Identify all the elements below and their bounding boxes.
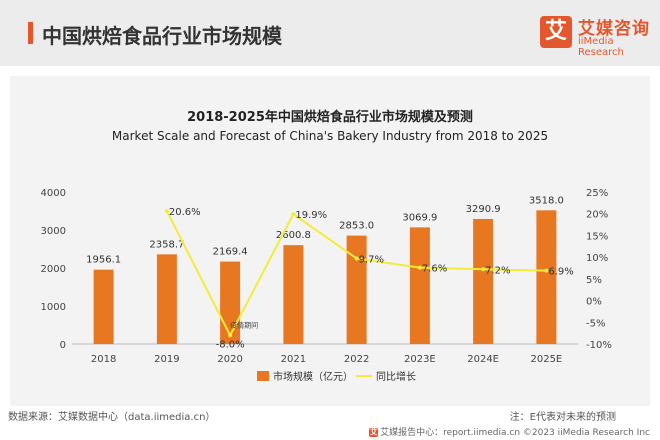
iimedia-logo-icon: 艾 — [540, 16, 572, 48]
bar — [283, 245, 304, 344]
bar-value-label: 3069.9 — [402, 212, 437, 223]
legend-swatch-bar — [257, 371, 269, 381]
x-tick-label: 2018 — [91, 354, 116, 365]
report-credit-text: 艾媒报告中心：report.iimedia.cn ©2023 iiMedia R… — [380, 428, 650, 438]
chart-annotation: 疫情期间 — [230, 320, 258, 329]
growth-point — [544, 268, 549, 273]
x-tick-label: 2024E — [467, 354, 499, 365]
growth-point — [164, 209, 169, 214]
growth-point — [291, 212, 296, 217]
bar — [346, 235, 367, 344]
growth-value-label: 7.2% — [485, 265, 510, 276]
bar-value-label: 3518.0 — [529, 195, 564, 206]
growth-value-label: 19.9% — [295, 210, 327, 221]
y2-tick-label: 20% — [586, 210, 608, 221]
y-tick-label: 2000 — [41, 264, 66, 275]
chart-subtitle: Market Scale and Forecast of China's Bak… — [111, 129, 549, 143]
y-tick-label: 0 — [60, 340, 66, 351]
iimedia-mini-logo-icon: 艾 — [369, 428, 379, 437]
bar — [536, 210, 557, 344]
logo-name-cn: 艾媒咨询 — [578, 19, 650, 39]
bar-value-label: 2169.4 — [213, 247, 248, 258]
growth-value-label: 6.9% — [548, 267, 573, 278]
title-accent-bar — [28, 22, 33, 44]
bar-value-label: 2853.0 — [339, 221, 374, 232]
bar-value-label: 2358.7 — [149, 239, 184, 250]
x-tick-label: 2025E — [530, 354, 562, 365]
x-tick-label: 2019 — [154, 354, 179, 365]
x-tick-label: 2020 — [217, 354, 242, 365]
legend-label-bar: 市场规模（亿元） — [273, 370, 353, 383]
bar — [156, 254, 177, 344]
bar — [409, 227, 430, 344]
bar — [473, 218, 494, 344]
y-tick-label: 4000 — [41, 188, 66, 199]
growth-value-label: 9.7% — [359, 254, 384, 265]
bar-value-label: 2600.8 — [276, 230, 311, 241]
x-tick-label: 2023E — [404, 354, 436, 365]
forecast-note: 注：E代表对未来的预测 — [509, 412, 616, 423]
growth-point — [354, 256, 359, 261]
growth-point — [228, 333, 233, 338]
growth-point — [417, 265, 422, 270]
logo-name-en: iiMedia Research — [578, 36, 624, 58]
y2-tick-label: 10% — [586, 253, 608, 264]
growth-point — [481, 267, 486, 272]
chart-title: 2018-2025年中国烘焙食品行业市场规模及预测 — [187, 110, 473, 125]
growth-value-label: 7.6% — [422, 264, 447, 275]
y2-tick-label: -10% — [586, 340, 612, 351]
y2-tick-label: 25% — [586, 188, 608, 199]
y2-tick-label: 15% — [586, 231, 608, 242]
legend-label-line: 同比增长 — [376, 370, 416, 383]
report-credit: 艾艾媒报告中心：report.iimedia.cn ©2023 iiMedia … — [369, 425, 650, 438]
bar-value-label: 1956.1 — [86, 255, 121, 266]
y2-tick-label: -5% — [586, 318, 605, 329]
bar-value-label: 3290.9 — [466, 204, 501, 215]
y2-tick-label: 0% — [586, 297, 602, 308]
x-tick-label: 2021 — [281, 354, 306, 365]
data-source: 数据来源：艾媒数据中心（data.iimedia.cn） — [8, 412, 216, 423]
y-tick-label: 3000 — [41, 226, 66, 237]
page-title: 中国烘焙食品行业市场规模 — [42, 24, 282, 48]
header-bar: 中国烘焙食品行业市场规模 艾 艾媒咨询 iiMedia Research — [0, 0, 660, 66]
bar — [220, 261, 241, 344]
y2-tick-label: 5% — [586, 275, 602, 286]
bar — [93, 269, 114, 344]
x-tick-label: 2022 — [344, 354, 369, 365]
growth-value-label: 20.6% — [169, 207, 201, 218]
growth-value-label: -8.0% — [216, 339, 245, 350]
y-tick-label: 1000 — [41, 302, 66, 313]
